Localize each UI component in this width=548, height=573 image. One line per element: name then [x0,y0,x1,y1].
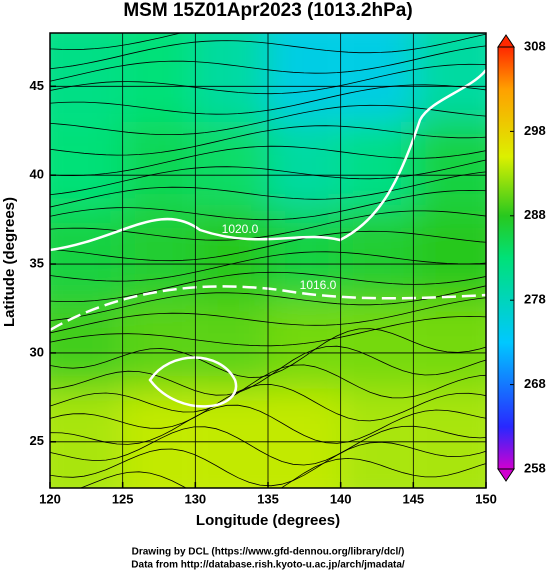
streamline [50,384,486,429]
contour [148,356,238,408]
field-cell [122,121,196,211]
chart-title: MSM 15Z01Apr2023 (1013.2hPa) [123,0,412,21]
colorbar-tick-label: 308 [524,38,546,53]
streamline [50,441,486,487]
axes: 120 125 130 135 140 145 150 25 30 35 40 45 258 268 278… [30,32,546,506]
colorbar-tick-label: 298 [524,123,546,138]
streamline [50,328,486,378]
streamline [50,271,486,302]
streamline [50,45,486,82]
contour-label: 1020.0 [222,222,259,236]
streamline [50,63,486,95]
field-cell [413,299,486,389]
y-tick-label: 45 [30,78,44,93]
field-cell [268,210,341,300]
colorbar-extend [497,468,515,482]
field-cell [122,210,196,300]
field-cell [340,388,414,488]
y-axis-label: Latitude (degrees) [1,197,18,327]
plot-frame [49,32,487,489]
field-cell [340,210,414,300]
field-cell [268,388,341,488]
streamline [50,425,486,466]
field-cell [413,121,486,211]
x-tick-label: 125 [112,491,134,506]
field-cell [413,210,486,300]
field-cell [50,121,123,211]
colorbar-tick-label: 278 [524,292,546,307]
field-cell [413,388,486,488]
x-tick-label: 150 [475,491,497,506]
colorbar-tick-label: 268 [524,376,546,391]
temperature-field [50,33,486,488]
streamline [50,84,486,115]
y-tick-label: 30 [30,344,44,359]
x-axis-label: Longitude (degrees) [196,512,340,529]
field-cell [122,388,196,488]
y-tick-label: 35 [30,255,44,270]
field-cell [50,388,123,488]
y-tick-label: 25 [30,433,44,448]
streamline [50,104,486,135]
colorbar-tick-label: 288 [524,207,546,222]
y-tick-label: 40 [30,167,44,182]
streamline [50,251,486,282]
streamline [50,315,486,347]
field-cell [195,121,268,211]
x-tick-label: 145 [402,491,424,506]
streamline [50,364,486,413]
streamline [50,33,486,70]
x-tick-label: 135 [257,491,279,506]
streamline [50,125,486,156]
streamline [50,171,486,208]
streamline [50,404,486,445]
streamline [50,285,486,321]
streamline [50,230,486,262]
field-cell [340,299,414,389]
streamline [50,145,486,177]
streamline [50,297,486,334]
credit: Drawing by DCL (https://www.gfd-dennou.o… [132,547,405,558]
contour [50,285,486,332]
field-cell [122,299,196,389]
streamline [50,159,486,196]
field-cell [50,33,123,122]
colorbar [497,46,515,470]
credit: Data from http://database.rish.kyoto-u.a… [131,560,405,571]
x-tick-label: 130 [184,491,206,506]
x-tick-label: 120 [39,491,61,506]
overlay: 1020.0 1016.0 [50,33,486,488]
field-cell [268,121,341,211]
field-cell [195,33,268,122]
colorbar-tick-label: 258 [524,460,546,475]
streamline [50,33,183,51]
contour [50,69,486,252]
field-cell [50,210,123,300]
colorbar-extend [497,34,515,48]
x-tick-label: 140 [330,491,352,506]
streamline [50,189,486,221]
contour-label: 1016.0 [300,278,337,292]
field-cell [195,210,268,300]
field-cell [268,299,341,389]
